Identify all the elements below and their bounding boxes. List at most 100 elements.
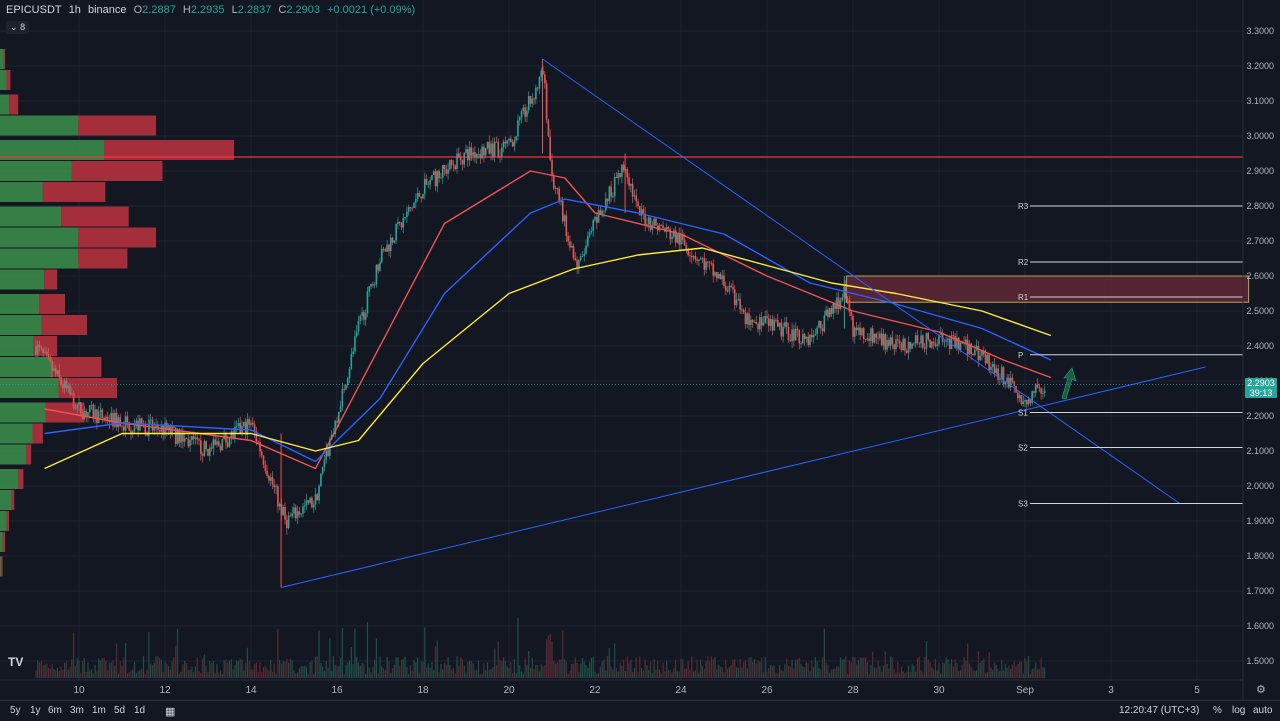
time-axis[interactable]: 10 12 14 16 18 20 22 24 26 28 30 Sep 3 5 xyxy=(0,680,1243,700)
candle-body xyxy=(974,349,976,356)
volume-bar xyxy=(864,657,867,678)
volume-bar xyxy=(381,666,383,678)
candle-body xyxy=(56,370,59,374)
log-toggle[interactable]: log xyxy=(1232,705,1246,716)
volume-bar xyxy=(216,664,218,678)
time-tick-label: 3 xyxy=(1108,685,1114,696)
range-5y-button[interactable]: 5y xyxy=(10,705,21,716)
candle-body xyxy=(144,423,147,435)
volume-bar xyxy=(126,673,128,678)
close-label: C xyxy=(278,4,287,16)
candle-body xyxy=(495,141,498,143)
candle-body xyxy=(853,327,856,337)
calendar-range-icon[interactable]: ▦ xyxy=(165,706,176,718)
range-1y-button[interactable]: 1y xyxy=(30,705,41,716)
candle-body xyxy=(79,402,82,414)
candle-body xyxy=(902,338,904,351)
range-1d-button[interactable]: 1d xyxy=(134,705,146,716)
range-5d-button[interactable]: 5d xyxy=(114,705,126,716)
volume-bar xyxy=(227,662,229,678)
volume-bar xyxy=(838,666,840,678)
volume-bar xyxy=(293,670,295,678)
volume-bar xyxy=(950,659,953,678)
candle-body xyxy=(778,322,781,327)
volume-bar xyxy=(920,670,922,678)
candle-body xyxy=(325,449,328,460)
volume-bar xyxy=(318,630,320,678)
candle-body xyxy=(47,354,50,358)
candle-body xyxy=(959,342,962,350)
candle-body xyxy=(601,210,603,215)
auto-toggle[interactable]: auto xyxy=(1253,705,1273,716)
candle-body xyxy=(803,333,806,339)
price-axis[interactable]: 3.3000 3.2000 3.1000 3.0000 2.9000 2.8000 2.70… xyxy=(1243,0,1280,680)
volume-bar xyxy=(35,670,37,678)
candle-body xyxy=(359,315,362,322)
volume-bar xyxy=(497,641,499,678)
candle-body xyxy=(483,146,485,156)
volume-bar xyxy=(755,663,757,678)
interval[interactable]: 1h xyxy=(68,4,81,16)
volume-bar xyxy=(94,665,96,678)
volume-bar xyxy=(680,658,682,678)
symbol-name[interactable]: EPICUSDT xyxy=(6,4,62,16)
volume-bar xyxy=(970,667,972,678)
candle-body xyxy=(377,264,380,271)
candle-body xyxy=(484,148,487,156)
indicators-toggle-button[interactable]: ⌄ 8 xyxy=(6,21,30,34)
candle-body xyxy=(870,328,872,342)
volume-bar xyxy=(92,673,94,678)
volume-bar xyxy=(193,672,195,678)
candle-body xyxy=(502,141,505,148)
volume-bar xyxy=(205,665,207,678)
volume-bar xyxy=(503,657,505,678)
price-tick-label: 2.0000 xyxy=(1246,481,1274,491)
volume-bar xyxy=(221,673,223,678)
candle-body xyxy=(690,256,693,258)
candle-body xyxy=(730,285,732,287)
volume-bar xyxy=(812,666,815,678)
candle-body xyxy=(60,377,62,385)
pivot-label: S3 xyxy=(1018,500,1028,509)
candle-body xyxy=(422,193,424,199)
candle-body xyxy=(260,451,263,456)
volume-bar xyxy=(662,662,664,678)
volume-bar xyxy=(689,670,691,678)
range-1m-button[interactable]: 1m xyxy=(92,705,106,716)
volume-bar xyxy=(1006,667,1008,678)
candle-body xyxy=(474,152,476,158)
volume-bar xyxy=(166,663,168,678)
volume-bar xyxy=(67,669,69,678)
candle-body xyxy=(552,175,555,189)
candle-body xyxy=(705,261,707,270)
volume-bar xyxy=(225,659,227,678)
volume-bar xyxy=(820,669,822,678)
volume-bar xyxy=(972,669,974,678)
volume-bar xyxy=(984,673,987,678)
gear-icon[interactable]: ⚙ xyxy=(1256,684,1266,696)
volume-bar xyxy=(657,661,659,678)
volume-bar xyxy=(98,658,100,678)
moving-average-line xyxy=(44,198,1052,463)
volume-bar xyxy=(791,659,793,678)
candle-body xyxy=(1034,384,1037,393)
volume-bar xyxy=(304,665,306,678)
volume-bar xyxy=(356,656,358,678)
clock[interactable]: 12:20:47 (UTC+3) xyxy=(1119,705,1200,716)
range-6m-button[interactable]: 6m xyxy=(48,705,62,716)
time-tick-label: 28 xyxy=(847,685,859,696)
volume-bar xyxy=(78,660,80,678)
volume-bar xyxy=(472,663,474,678)
range-3m-button[interactable]: 3m xyxy=(70,705,84,716)
volume-profile-buy-bar xyxy=(0,115,78,136)
candle-body xyxy=(388,244,390,252)
volume-bar xyxy=(58,671,60,678)
candle-body xyxy=(96,409,98,424)
volume-bar xyxy=(517,617,519,678)
volume-profile-buy-bar xyxy=(0,444,26,465)
volume-bar xyxy=(678,671,680,678)
percent-toggle[interactable]: % xyxy=(1213,705,1222,716)
candle-body xyxy=(827,309,829,317)
candle-body xyxy=(836,297,838,310)
